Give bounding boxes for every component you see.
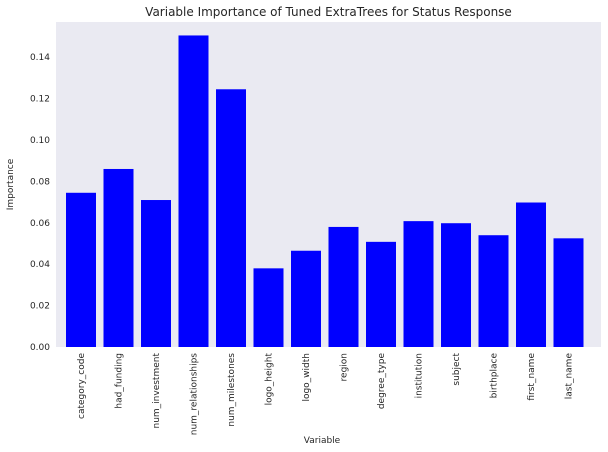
x-tick-label: had_funding xyxy=(115,353,125,409)
x-tick-label: num_investment xyxy=(152,353,162,429)
bar-logo-height xyxy=(253,268,284,347)
y-axis-ticks: 0.00 0.02 0.04 0.06 0.08 0.10 0.12 0.14 xyxy=(30,53,50,353)
x-tick-label: num_milestones xyxy=(227,353,237,427)
y-tick-label: 0.02 xyxy=(30,302,50,312)
x-tick-label: category_code xyxy=(77,353,87,419)
bar-had-funding xyxy=(103,168,134,347)
bars xyxy=(66,35,584,347)
bar-num-relationships xyxy=(178,35,209,347)
y-tick-label: 0.00 xyxy=(30,343,50,353)
x-tick-label: logo_width xyxy=(302,353,312,402)
bar-degree-type xyxy=(366,241,396,347)
bar-institution xyxy=(403,221,434,347)
y-tick-label: 0.06 xyxy=(30,219,50,229)
x-axis-label: Variable xyxy=(304,436,341,446)
bar-logo-width xyxy=(291,250,321,347)
bar-subject xyxy=(441,223,471,347)
bar-last-name xyxy=(553,238,584,347)
y-axis-label: Importance xyxy=(6,158,16,210)
x-tick-label: institution xyxy=(415,353,425,398)
y-tick-label: 0.12 xyxy=(30,95,50,105)
bar-region xyxy=(328,226,359,347)
x-tick-label: logo_height xyxy=(265,353,275,406)
bar-first-name xyxy=(516,202,546,347)
bar-num-investment xyxy=(141,200,171,347)
bar-category-code xyxy=(66,192,96,347)
x-tick-label: first_name xyxy=(527,353,537,401)
y-tick-label: 0.04 xyxy=(30,260,50,270)
x-tick-label: region xyxy=(340,353,350,381)
x-tick-label: birthplace xyxy=(490,353,500,399)
chart-title: Variable Importance of Tuned ExtraTrees … xyxy=(145,5,512,19)
y-tick-label: 0.10 xyxy=(30,136,50,146)
y-tick-label: 0.14 xyxy=(30,53,50,63)
bar-num-milestones xyxy=(216,89,246,347)
x-tick-label: degree_type xyxy=(377,353,387,410)
bar-birthplace xyxy=(478,235,509,347)
x-tick-label: subject xyxy=(452,353,462,386)
x-tick-label: num_relationships xyxy=(190,353,200,436)
x-tick-label: last_name xyxy=(565,353,575,400)
x-axis-ticks: category_code had_funding num_investment nu… xyxy=(77,353,575,436)
y-tick-label: 0.08 xyxy=(30,177,50,187)
